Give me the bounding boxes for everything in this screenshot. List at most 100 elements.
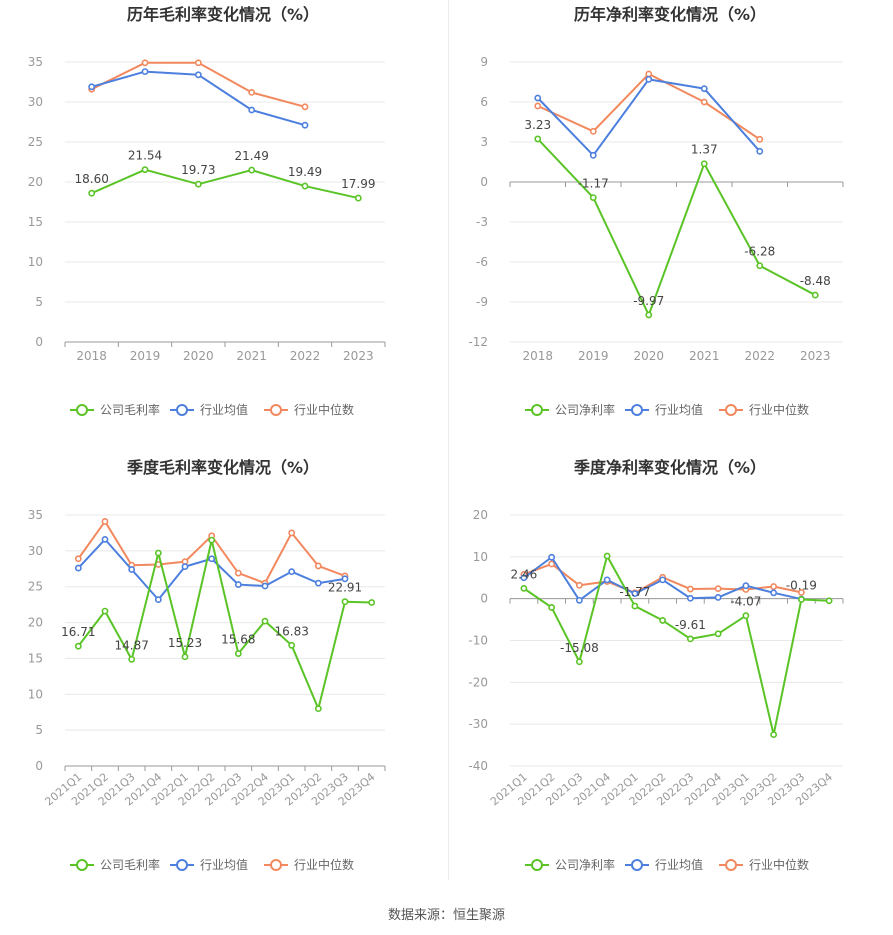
data-point-avg[interactable]	[234, 581, 242, 588]
legend-item-company[interactable]: 公司净利率	[525, 857, 615, 872]
data-point-company[interactable]	[811, 291, 819, 299]
data-point-avg[interactable]	[534, 94, 542, 102]
data-point-median[interactable]	[534, 102, 542, 110]
data-point-company[interactable]	[194, 180, 202, 188]
data-point-median[interactable]	[288, 529, 296, 537]
data-point-avg[interactable]	[101, 535, 109, 543]
legend-item-company[interactable]: 公司毛利率	[70, 857, 160, 872]
data-point-avg[interactable]	[248, 106, 256, 114]
data-point-company[interactable]	[128, 655, 136, 663]
data-point-company[interactable]	[74, 642, 82, 650]
legend-item-avg[interactable]: 行业均值	[170, 402, 248, 417]
legend-item-avg[interactable]: 行业均值	[625, 857, 703, 872]
data-label: 19.73	[181, 163, 215, 177]
data-point-company[interactable]	[770, 731, 778, 739]
data-point-median[interactable]	[686, 585, 694, 593]
data-point-company[interactable]	[520, 584, 528, 592]
data-point-median[interactable]	[101, 518, 109, 525]
data-point-company[interactable]	[686, 635, 694, 643]
data-point-median[interactable]	[575, 581, 583, 589]
data-point-company[interactable]	[645, 311, 653, 319]
data-point-median[interactable]	[141, 59, 149, 67]
data-point-avg[interactable]	[194, 71, 202, 79]
data-point-avg[interactable]	[575, 596, 583, 604]
data-point-company[interactable]	[141, 166, 149, 174]
data-point-company[interactable]	[248, 166, 256, 174]
data-point-avg[interactable]	[742, 582, 750, 590]
data-point-company[interactable]	[603, 552, 611, 560]
data-point-company[interactable]	[659, 617, 667, 624]
data-point-avg[interactable]	[288, 568, 296, 576]
data-point-median[interactable]	[714, 585, 722, 593]
data-point-company[interactable]	[234, 650, 242, 657]
data-point-avg[interactable]	[341, 575, 349, 583]
data-point-median[interactable]	[770, 583, 778, 590]
legend-item-avg[interactable]: 行业均值	[625, 402, 703, 417]
data-point-median[interactable]	[756, 135, 764, 143]
data-point-company[interactable]	[261, 617, 269, 625]
data-point-avg[interactable]	[714, 594, 722, 601]
data-point-median[interactable]	[589, 127, 597, 135]
data-point-company[interactable]	[534, 135, 542, 143]
legend-item-company[interactable]: 公司毛利率	[70, 402, 160, 417]
data-point-company[interactable]	[154, 549, 162, 557]
data-point-company[interactable]	[301, 182, 309, 190]
data-point-median[interactable]	[548, 560, 556, 568]
data-point-company[interactable]	[208, 536, 216, 544]
data-point-company[interactable]	[181, 653, 189, 661]
data-point-company[interactable]	[742, 612, 750, 620]
data-point-avg[interactable]	[631, 590, 639, 598]
data-point-avg[interactable]	[756, 147, 764, 155]
legend-item-median[interactable]: 行业中位数	[719, 402, 809, 417]
data-point-avg[interactable]	[261, 582, 269, 590]
data-point-company[interactable]	[341, 598, 349, 606]
data-point-avg[interactable]	[603, 576, 611, 584]
data-point-median[interactable]	[248, 89, 256, 96]
legend-item-median[interactable]: 行业中位数	[719, 857, 809, 872]
data-point-avg[interactable]	[208, 555, 216, 563]
data-point-avg[interactable]	[645, 75, 653, 83]
data-point-median[interactable]	[700, 98, 708, 106]
data-point-avg[interactable]	[589, 151, 597, 159]
data-point-avg[interactable]	[88, 83, 96, 91]
data-point-company[interactable]	[714, 630, 722, 638]
legend-item-avg[interactable]: 行业均值	[170, 857, 248, 872]
data-point-company[interactable]	[548, 604, 556, 611]
data-point-company[interactable]	[589, 194, 597, 201]
data-point-avg[interactable]	[141, 68, 149, 75]
data-point-avg[interactable]	[181, 563, 189, 571]
data-point-company[interactable]	[797, 596, 805, 603]
data-point-company[interactable]	[700, 160, 708, 168]
data-point-avg[interactable]	[770, 589, 778, 597]
legend-item-median[interactable]: 行业中位数	[264, 402, 354, 417]
data-point-median[interactable]	[74, 555, 82, 563]
data-point-avg[interactable]	[314, 579, 322, 587]
data-point-company[interactable]	[314, 705, 322, 713]
data-point-median[interactable]	[314, 562, 322, 570]
data-point-avg[interactable]	[520, 574, 528, 582]
data-point-median[interactable]	[301, 103, 309, 111]
data-point-median[interactable]	[194, 59, 202, 67]
data-point-company[interactable]	[368, 599, 376, 606]
data-point-avg[interactable]	[74, 564, 82, 572]
data-point-avg[interactable]	[154, 596, 162, 604]
data-point-company[interactable]	[575, 658, 583, 666]
data-point-company[interactable]	[88, 189, 96, 197]
data-point-avg[interactable]	[128, 566, 136, 573]
data-point-avg[interactable]	[700, 85, 708, 93]
data-point-company[interactable]	[101, 607, 109, 615]
data-point-company[interactable]	[288, 641, 296, 649]
data-point-median[interactable]	[645, 70, 653, 78]
data-point-avg[interactable]	[659, 576, 667, 584]
data-point-median[interactable]	[797, 588, 805, 596]
data-point-company[interactable]	[631, 602, 639, 610]
data-point-company[interactable]	[756, 262, 764, 270]
data-point-company[interactable]	[825, 597, 833, 605]
data-point-avg[interactable]	[548, 553, 556, 561]
data-point-company[interactable]	[354, 194, 362, 202]
data-point-avg[interactable]	[301, 121, 309, 129]
data-point-median[interactable]	[234, 569, 242, 577]
data-point-avg[interactable]	[686, 594, 694, 602]
legend-item-median[interactable]: 行业中位数	[264, 857, 354, 872]
legend-item-company[interactable]: 公司净利率	[525, 402, 615, 417]
